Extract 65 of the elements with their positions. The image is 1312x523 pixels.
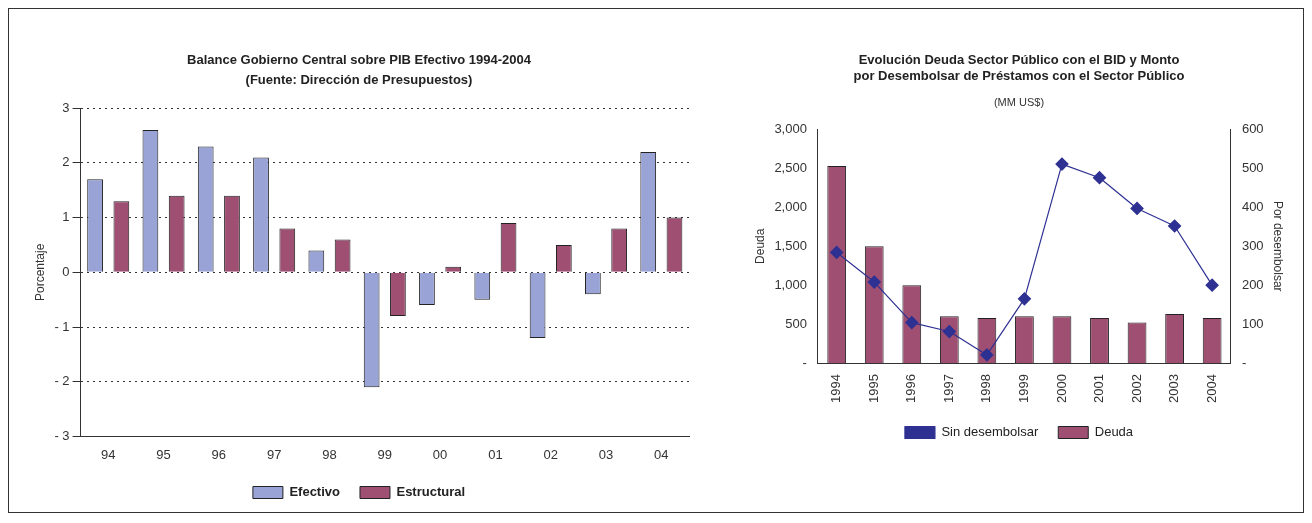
x-tick-label: 1999 bbox=[1016, 374, 1031, 403]
x-tick-label: 98 bbox=[322, 446, 337, 462]
y-tick-label: - bbox=[802, 354, 807, 370]
x-tick-label: 1998 bbox=[978, 374, 994, 403]
point bbox=[1168, 219, 1182, 233]
y-tick-label: 3,000 bbox=[774, 120, 807, 136]
y-tick-label: 1 bbox=[62, 209, 70, 225]
chart-subtitle: (MM US$) bbox=[993, 95, 1045, 108]
x-tick-label: 99 bbox=[377, 446, 393, 462]
x-tick-label: 2003 bbox=[1166, 374, 1182, 403]
y2-tick-label: 600 bbox=[1241, 120, 1264, 136]
y2-tick-label: 200 bbox=[1241, 276, 1264, 292]
point bbox=[905, 315, 919, 330]
y-tick-label: 2 bbox=[62, 154, 70, 170]
y2-axis-title: Por desembolsar bbox=[1271, 200, 1286, 292]
point bbox=[867, 275, 881, 289]
point bbox=[1017, 292, 1032, 306]
x-tick-label: 02 bbox=[543, 446, 558, 462]
y2-tick-label: 500 bbox=[1241, 159, 1264, 175]
y-tick-label: - 3 bbox=[54, 427, 70, 443]
x-tick-label: 2000 bbox=[1053, 374, 1069, 403]
point bbox=[1205, 278, 1219, 292]
y-tick-label: 3 bbox=[62, 99, 70, 115]
x-tick-label: 94 bbox=[100, 446, 116, 462]
y-tick-label: 0 bbox=[62, 263, 70, 279]
point bbox=[980, 348, 994, 362]
point bbox=[830, 245, 844, 260]
x-tick-label: 97 bbox=[266, 446, 282, 462]
y-axis-title: Deuda bbox=[752, 228, 767, 264]
y2-tick-label: 300 bbox=[1241, 237, 1264, 253]
chart-title: Balance Gobierno Central sobre PIB Efectivo 1994-2004 bbox=[187, 52, 532, 68]
x-tick-label: 2002 bbox=[1128, 374, 1144, 403]
x-tick-label: 2004 bbox=[1203, 374, 1219, 403]
y-axis-title: Porcentaje bbox=[32, 243, 47, 301]
x-tick-label: 1996 bbox=[903, 374, 919, 403]
x-tick-label: 96 bbox=[211, 446, 227, 462]
point bbox=[1055, 157, 1069, 171]
legend-label: Efectivo bbox=[289, 484, 341, 500]
x-tick-label: 1995 bbox=[865, 374, 881, 403]
y-tick-label: 500 bbox=[785, 315, 807, 331]
y-tick-label: 1,500 bbox=[774, 237, 807, 253]
point bbox=[1092, 171, 1107, 185]
x-tick-label: 00 bbox=[432, 446, 448, 462]
y-tick-label: 2,000 bbox=[774, 198, 807, 214]
x-tick-label: 04 bbox=[654, 446, 669, 462]
legend-label: Deuda bbox=[1094, 424, 1134, 440]
point bbox=[942, 324, 956, 339]
point bbox=[1130, 201, 1144, 216]
chart-title: Evolución Deuda Sector Público con el BID y Monto por Desembolsar de Préstamos con el Sector Público bbox=[853, 52, 1185, 83]
x-tick-label: 1997 bbox=[940, 374, 956, 403]
x-tick-label: 01 bbox=[488, 446, 503, 462]
y-tick-label: 1,000 bbox=[774, 276, 807, 292]
x-tick-label: 2001 bbox=[1091, 374, 1107, 403]
y2-tick-label: - bbox=[1241, 354, 1247, 370]
y-tick-label: - 2 bbox=[54, 373, 70, 389]
legend-label: Estructural bbox=[396, 484, 466, 500]
legend-label: Sin desembolsar bbox=[941, 424, 1039, 440]
x-tick-label: 1994 bbox=[828, 374, 844, 403]
y-tick-label: - 1 bbox=[54, 318, 70, 334]
chart-subtitle: (Fuente: Dirección de Presupuestos) bbox=[245, 71, 473, 87]
x-tick-label: 95 bbox=[156, 446, 171, 462]
y2-tick-label: 100 bbox=[1241, 315, 1264, 331]
y2-tick-label: 400 bbox=[1241, 198, 1264, 214]
y-tick-label: 2,500 bbox=[774, 159, 807, 175]
x-tick-label: 03 bbox=[598, 446, 614, 462]
